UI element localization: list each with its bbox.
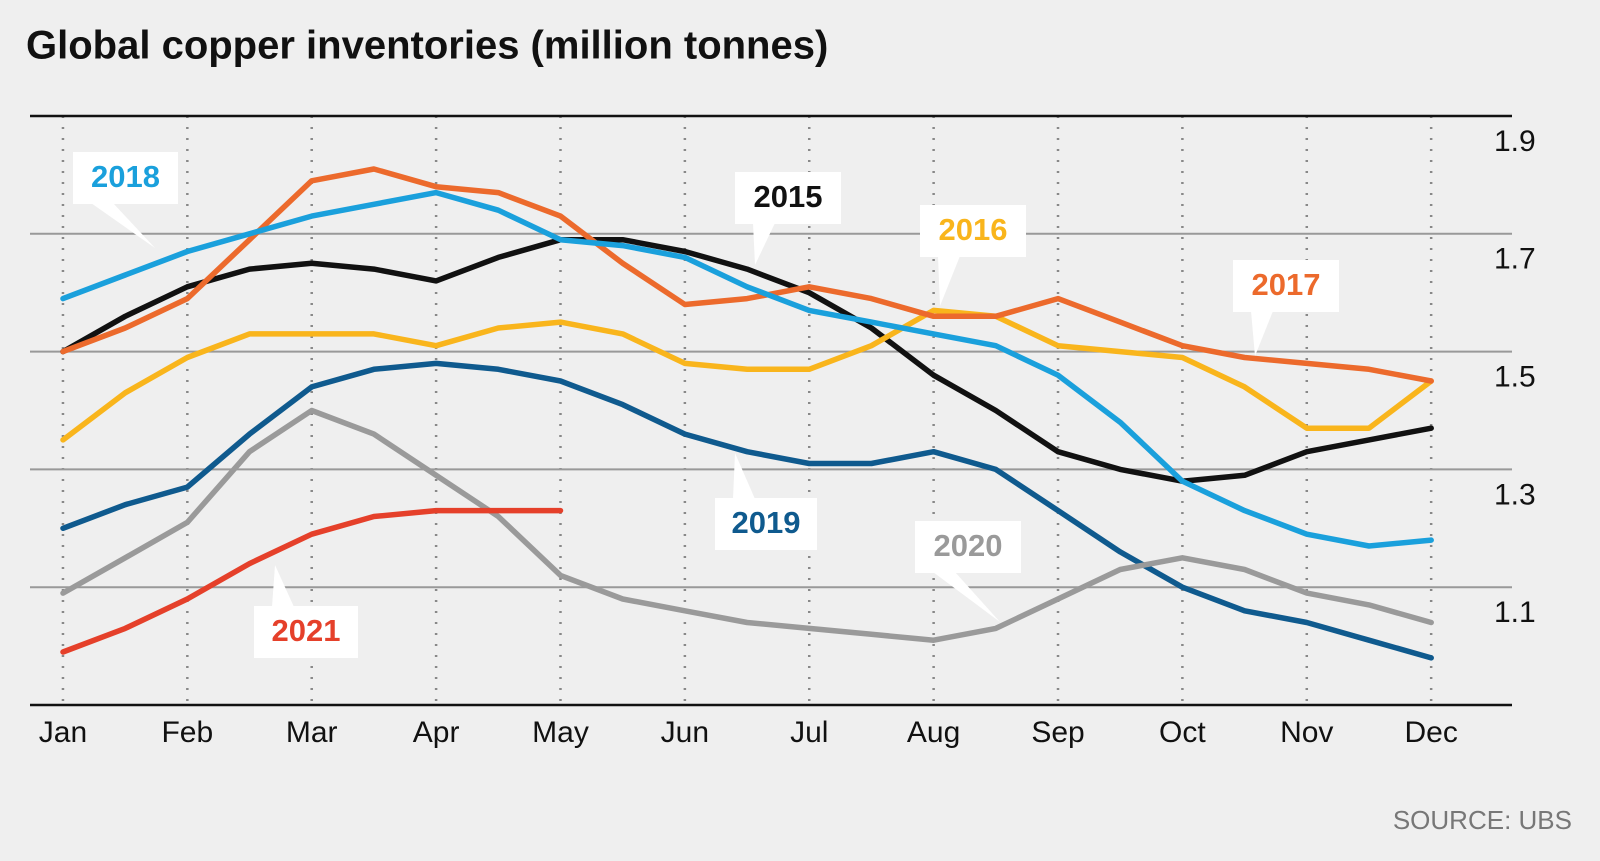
y-tick-label: 1.3 xyxy=(1494,478,1536,511)
x-tick-label: Mar xyxy=(286,716,338,749)
callout-pointer xyxy=(733,453,755,499)
callout-box xyxy=(254,606,358,658)
x-tick-label: Sep xyxy=(1031,716,1084,749)
callout-box xyxy=(915,521,1021,573)
legend-label: 2017 xyxy=(1252,267,1321,302)
y-tick-label: 1.9 xyxy=(1494,125,1536,158)
callout-box xyxy=(1233,260,1339,312)
callout-box xyxy=(715,498,817,550)
x-tick-label: Oct xyxy=(1159,716,1206,749)
x-tick-label: Jan xyxy=(39,716,87,749)
legend-label: 2018 xyxy=(91,159,160,194)
x-tick-label: Apr xyxy=(413,716,460,749)
legend-label: 2021 xyxy=(272,613,341,648)
callout-pointer xyxy=(1251,311,1273,356)
callout-box xyxy=(73,152,178,204)
callout-pointer xyxy=(753,223,775,265)
legend-label: 2020 xyxy=(934,528,1003,563)
legend-label: 2019 xyxy=(732,505,801,540)
x-tick-label: Nov xyxy=(1280,716,1333,749)
x-tick-label: May xyxy=(532,716,589,749)
callout-pointer xyxy=(91,203,155,248)
source-note: SOURCE: UBS xyxy=(1393,805,1572,835)
y-tick-label: 1.1 xyxy=(1494,596,1536,629)
series-line xyxy=(60,360,1434,661)
callout-pointer xyxy=(933,572,1000,622)
series-line xyxy=(60,166,1434,384)
y-tick-label: 1.7 xyxy=(1494,243,1536,276)
series-line xyxy=(60,189,1434,549)
series-line xyxy=(60,307,1434,443)
x-tick-label: Feb xyxy=(161,716,213,749)
x-tick-label: Dec xyxy=(1404,716,1457,749)
x-tick-label: Aug xyxy=(907,716,960,749)
series-line xyxy=(60,507,564,655)
legend-label: 2015 xyxy=(754,179,823,214)
callout-pointer xyxy=(272,565,294,607)
series-line xyxy=(60,236,1434,484)
legend-label: 2016 xyxy=(939,212,1008,247)
callout-box xyxy=(920,205,1026,257)
x-tick-label: Jun xyxy=(661,716,709,749)
callout-box xyxy=(735,172,841,224)
x-tick-label: Jul xyxy=(790,716,828,749)
callout-pointer xyxy=(938,256,960,306)
y-tick-label: 1.5 xyxy=(1494,361,1536,394)
chart-title: Global copper inventories (million tonne… xyxy=(26,24,828,68)
series-line xyxy=(60,407,1434,643)
